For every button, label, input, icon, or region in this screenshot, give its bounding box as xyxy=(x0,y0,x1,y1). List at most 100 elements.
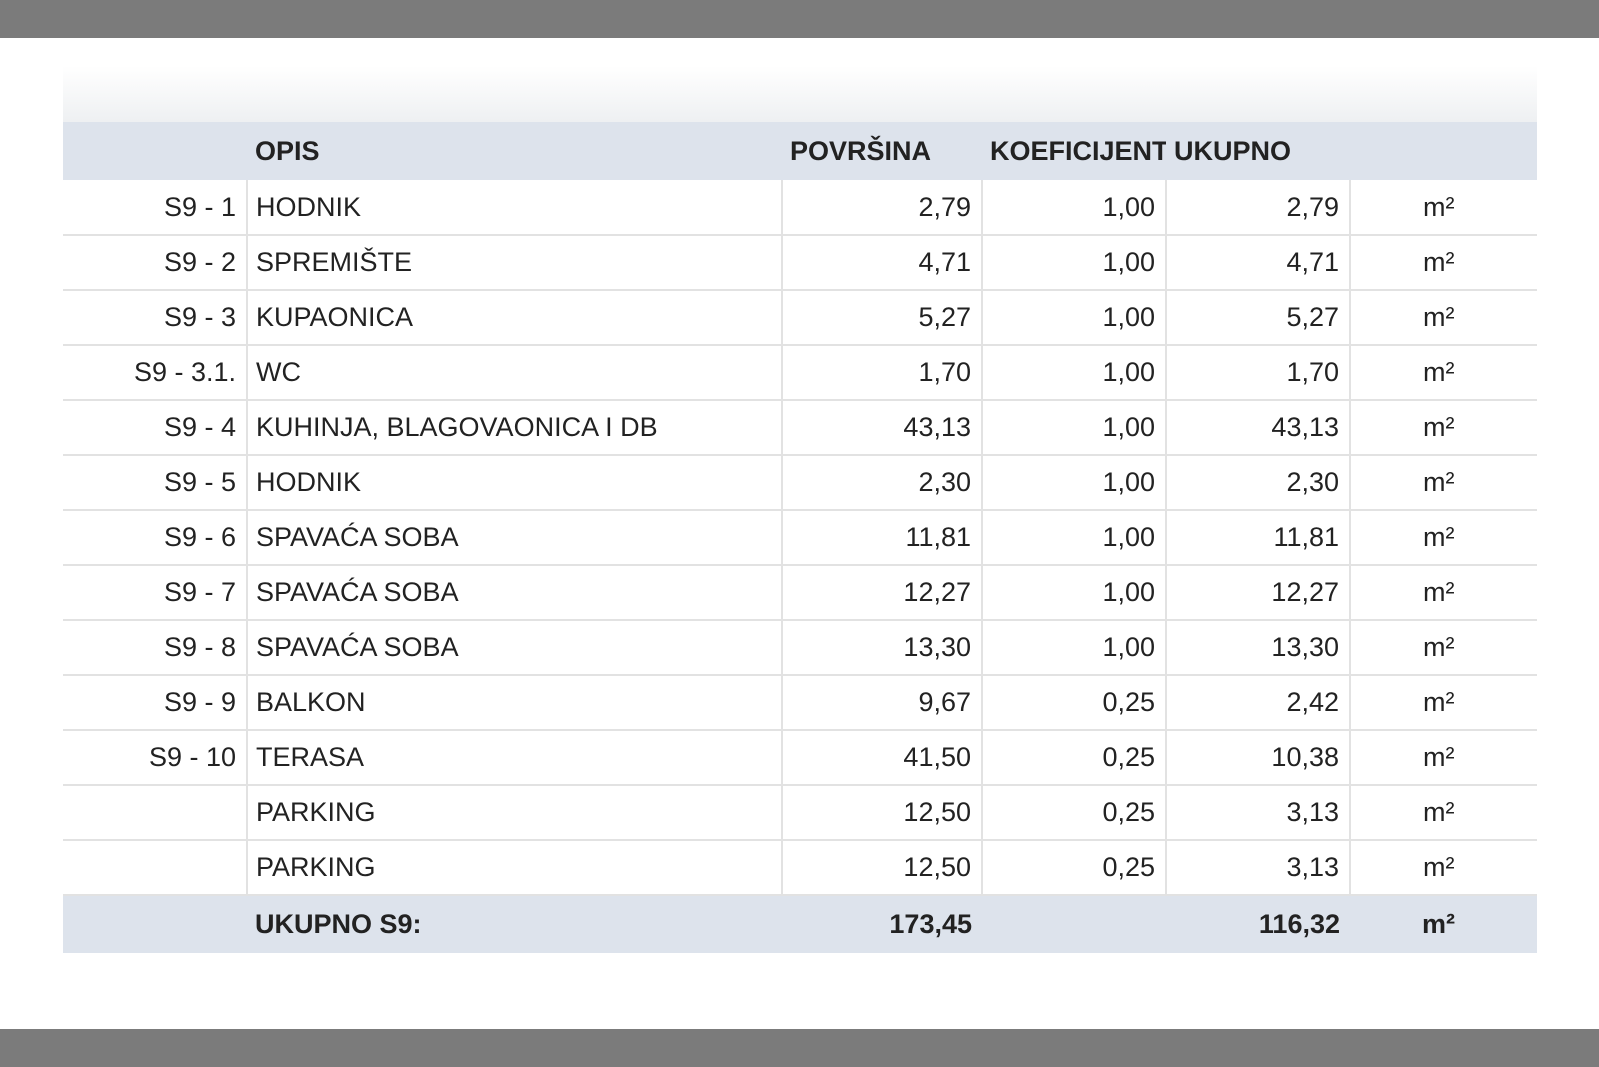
cell-description: SPAVAĆA SOBA xyxy=(246,510,783,566)
cell-description: PARKING xyxy=(246,785,783,841)
total-label: UKUPNO S9: xyxy=(255,909,422,939)
cell-povrsina: 2,79 xyxy=(781,180,983,236)
table-row: S9 - 8 SPAVAĆA SOBA 13,30 1,00 13,30 m² xyxy=(63,620,1537,676)
cell-povrsina: 12,50 xyxy=(781,785,983,841)
cell-description: SPAVAĆA SOBA xyxy=(246,620,783,676)
header-unit xyxy=(1350,122,1537,180)
cell-ukupno: 3,13 xyxy=(1165,840,1351,896)
cell-koeficijent: 1,00 xyxy=(981,290,1167,346)
total-ukupno: 116,32 xyxy=(1258,909,1340,939)
cell-ukupno: 12,27 xyxy=(1165,565,1351,621)
table-row: S9 - 4 KUHINJA, BLAGOVAONICA I DB 43,13 1,0… xyxy=(63,400,1537,456)
cell-koeficijent: 1,00 xyxy=(981,565,1167,621)
cell-description: SPAVAĆA SOBA xyxy=(246,565,783,621)
cell-description: SPREMIŠTE xyxy=(246,235,783,291)
total-code xyxy=(63,895,247,953)
table-row: S9 - 9 BALKON 9,67 0,25 2,42 m² xyxy=(63,675,1537,731)
cell-unit: m² xyxy=(1349,565,1537,621)
cell-povrsina: 1,70 xyxy=(781,345,983,401)
cell-povrsina: 11,81 xyxy=(781,510,983,566)
cell-povrsina: 4,71 xyxy=(781,235,983,291)
cell-code: S9 - 10 xyxy=(63,730,248,786)
cell-code: S9 - 4 xyxy=(63,400,248,456)
total-koef xyxy=(982,895,1166,953)
cell-ukupno: 2,79 xyxy=(1165,180,1351,236)
total-row: UKUPNO S9: 173,45 116,32 m² xyxy=(63,895,1537,953)
header-koeficijent: KOEFICIJENT xyxy=(990,135,1166,166)
table-row: PARKING 12,50 0,25 3,13 m² xyxy=(63,840,1537,896)
cell-unit: m² xyxy=(1349,620,1537,676)
cell-koeficijent: 1,00 xyxy=(981,400,1167,456)
table-row: S9 - 3 KUPAONICA 5,27 1,00 5,27 m² xyxy=(63,290,1537,346)
cell-povrsina: 13,30 xyxy=(781,620,983,676)
cell-povrsina: 9,67 xyxy=(781,675,983,731)
cell-koeficijent: 1,00 xyxy=(981,510,1167,566)
cell-code: S9 - 3 xyxy=(63,290,248,346)
header-ukupno: UKUPNO xyxy=(1174,135,1292,166)
table-row: S9 - 3.1. WC 1,70 1,00 1,70 m² xyxy=(63,345,1537,401)
cell-code: S9 - 5 xyxy=(63,455,248,511)
table-row: S9 - 7 SPAVAĆA SOBA 12,27 1,00 12,27 m² xyxy=(63,565,1537,621)
cell-unit: m² xyxy=(1349,730,1537,786)
cell-povrsina: 41,50 xyxy=(781,730,983,786)
cell-unit: m² xyxy=(1349,785,1537,841)
cell-koeficijent: 0,25 xyxy=(981,840,1167,896)
cell-code xyxy=(63,840,248,896)
cell-ukupno: 10,38 xyxy=(1165,730,1351,786)
cell-code: S9 - 2 xyxy=(63,235,248,291)
cell-description: HODNIK xyxy=(246,180,783,236)
cell-description: PARKING xyxy=(246,840,783,896)
cell-unit: m² xyxy=(1349,345,1537,401)
table-row: S9 - 5 HODNIK 2,30 1,00 2,30 m² xyxy=(63,455,1537,511)
table-row: S9 - 6 SPAVAĆA SOBA 11,81 1,00 11,81 m² xyxy=(63,510,1537,566)
table-row: S9 - 10 TERASA 41,50 0,25 10,38 m² xyxy=(63,730,1537,786)
cell-description: HODNIK xyxy=(246,455,783,511)
cell-koeficijent: 1,00 xyxy=(981,235,1167,291)
cell-unit: m² xyxy=(1349,400,1537,456)
table-row: PARKING 12,50 0,25 3,13 m² xyxy=(63,785,1537,841)
cell-povrsina: 5,27 xyxy=(781,290,983,346)
cell-description: BALKON xyxy=(246,675,783,731)
cell-code: S9 - 3.1. xyxy=(63,345,248,401)
table-row: S9 - 2 SPREMIŠTE 4,71 1,00 4,71 m² xyxy=(63,235,1537,291)
top-frame-bar xyxy=(0,0,1599,38)
header-band xyxy=(63,66,1537,122)
header-opis: OPIS xyxy=(255,135,320,166)
cell-ukupno: 1,70 xyxy=(1165,345,1351,401)
cell-description: KUPAONICA xyxy=(246,290,783,346)
bottom-frame-bar xyxy=(0,1029,1599,1067)
total-povrsina: 173,45 xyxy=(889,909,972,939)
cell-koeficijent: 0,25 xyxy=(981,785,1167,841)
cell-ukupno: 2,30 xyxy=(1165,455,1351,511)
cell-povrsina: 2,30 xyxy=(781,455,983,511)
cell-description: WC xyxy=(246,345,783,401)
cell-code: S9 - 9 xyxy=(63,675,248,731)
cell-code: S9 - 6 xyxy=(63,510,248,566)
cell-unit: m² xyxy=(1349,180,1537,236)
cell-ukupno: 5,27 xyxy=(1165,290,1351,346)
cell-unit: m² xyxy=(1349,290,1537,346)
header-povrsina: POVRŠINA xyxy=(790,135,932,166)
header-code xyxy=(63,122,247,180)
cell-unit: m² xyxy=(1349,455,1537,511)
cell-ukupno: 11,81 xyxy=(1165,510,1351,566)
cell-koeficijent: 1,00 xyxy=(981,345,1167,401)
cell-unit: m² xyxy=(1349,235,1537,291)
cell-unit: m² xyxy=(1349,675,1537,731)
table-row: S9 - 1 HODNIK 2,79 1,00 2,79 m² xyxy=(63,180,1537,236)
cell-povrsina: 43,13 xyxy=(781,400,983,456)
cell-description: TERASA xyxy=(246,730,783,786)
cell-code: S9 - 8 xyxy=(63,620,248,676)
total-unit: m² xyxy=(1422,909,1455,939)
cell-unit: m² xyxy=(1349,840,1537,896)
cell-ukupno: 43,13 xyxy=(1165,400,1351,456)
cell-code xyxy=(63,785,248,841)
cell-description: KUHINJA, BLAGOVAONICA I DB xyxy=(246,400,783,456)
cell-povrsina: 12,50 xyxy=(781,840,983,896)
cell-ukupno: 13,30 xyxy=(1165,620,1351,676)
cell-ukupno: 2,42 xyxy=(1165,675,1351,731)
cell-koeficijent: 1,00 xyxy=(981,620,1167,676)
table-header-row: OPIS POVRŠINA KOEFICIJENT UKUPNO xyxy=(63,122,1537,180)
